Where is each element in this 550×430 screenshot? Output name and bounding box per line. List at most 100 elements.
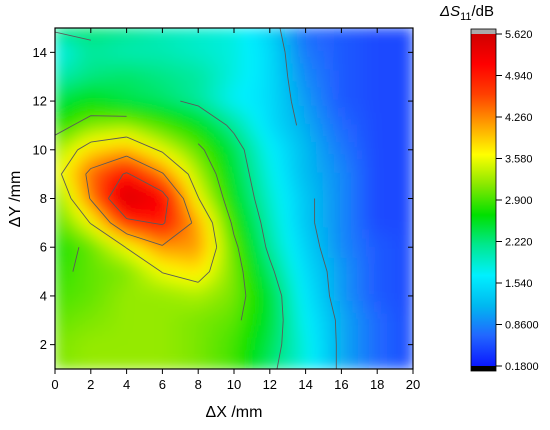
heat-cell xyxy=(149,203,158,212)
heat-cell xyxy=(89,264,98,273)
heat-cell xyxy=(370,45,379,54)
heat-cell xyxy=(388,349,397,358)
heat-cell xyxy=(370,215,379,224)
heat-cell xyxy=(334,57,343,66)
heat-cell xyxy=(83,160,92,170)
heat-cell xyxy=(316,93,325,103)
heat-cell xyxy=(137,185,146,194)
heat-cell xyxy=(244,112,253,121)
heat-cell xyxy=(197,51,206,60)
heat-cell xyxy=(227,173,235,182)
heat-cell xyxy=(394,355,403,364)
heat-cell xyxy=(286,252,295,261)
heat-cell xyxy=(388,361,397,369)
heat-cell xyxy=(310,33,319,42)
heat-cell xyxy=(268,301,277,310)
heat-cell xyxy=(250,264,259,273)
heat-cell xyxy=(227,319,235,328)
heat-cell xyxy=(298,313,307,322)
heat-cell xyxy=(292,252,301,261)
heat-cell xyxy=(59,136,68,145)
heat-cell xyxy=(346,81,355,90)
heat-cell xyxy=(83,197,92,206)
heat-cell xyxy=(250,227,259,237)
heat-cell xyxy=(209,160,218,170)
heat-cell xyxy=(346,179,355,188)
heat-cell xyxy=(394,215,403,224)
heat-cell xyxy=(406,136,413,145)
heat-cell xyxy=(131,361,140,369)
heat-cell xyxy=(274,270,283,279)
heat-cell xyxy=(382,173,391,182)
heat-cell xyxy=(250,240,259,249)
heat-cell xyxy=(71,179,80,188)
heat-cell xyxy=(203,87,212,96)
heat-cell xyxy=(83,361,92,369)
heat-cell xyxy=(77,197,86,206)
heat-cell xyxy=(209,106,218,115)
heat-cell xyxy=(221,209,230,218)
heat-cell xyxy=(167,106,176,115)
heat-cell xyxy=(370,106,379,115)
heat-cell xyxy=(191,331,200,340)
heat-cell xyxy=(406,124,413,133)
heat-cell xyxy=(137,270,146,279)
heat-cell xyxy=(316,307,325,316)
heat-cell xyxy=(65,264,74,273)
heat-cell xyxy=(155,106,164,115)
heat-cell xyxy=(262,173,271,182)
heat-cell xyxy=(238,319,247,328)
heat-cell xyxy=(286,191,295,200)
heat-cell xyxy=(155,28,164,36)
heat-cell xyxy=(304,69,313,78)
heat-cell xyxy=(59,209,68,218)
heat-cell xyxy=(137,173,146,182)
heat-cell xyxy=(209,136,218,145)
heat-cell xyxy=(400,313,409,322)
heat-cell xyxy=(203,313,212,322)
heat-cell xyxy=(376,167,385,176)
heat-cell xyxy=(125,276,134,285)
heat-cell xyxy=(107,331,116,340)
heat-cell xyxy=(298,337,307,346)
heat-cell xyxy=(328,343,337,352)
heat-cell xyxy=(400,45,409,54)
heat-cell xyxy=(280,39,289,48)
heat-cell xyxy=(400,282,409,291)
heat-cell xyxy=(388,136,397,145)
heat-cell xyxy=(143,234,152,243)
heat-cell xyxy=(233,191,241,200)
heat-cell xyxy=(388,343,397,352)
heat-cell xyxy=(280,252,289,261)
heat-cell xyxy=(328,75,337,84)
colorbar-tick-label: 4.940 xyxy=(505,71,533,83)
heat-cell xyxy=(256,28,265,36)
heat-cell xyxy=(155,361,164,369)
heat-cell xyxy=(143,264,152,273)
heat-cell xyxy=(340,124,349,133)
y-tick-label: 14 xyxy=(33,45,47,60)
heat-cell xyxy=(262,215,271,224)
heat-cell xyxy=(382,185,391,194)
heat-cell xyxy=(55,361,62,369)
heat-cell xyxy=(274,209,283,218)
heat-cell xyxy=(358,33,367,42)
heat-cell xyxy=(125,355,134,364)
heat-cell xyxy=(55,106,62,115)
heat-cell xyxy=(310,118,319,127)
heat-cell xyxy=(316,154,325,163)
heat-cell xyxy=(382,81,391,90)
heat-cell xyxy=(209,148,218,157)
heat-cell xyxy=(101,185,110,194)
heatmap-surface xyxy=(55,28,413,369)
heat-cell xyxy=(340,246,349,255)
heat-cell xyxy=(322,142,331,151)
heat-cell xyxy=(167,307,176,316)
heat-cell xyxy=(352,264,361,273)
heat-cell xyxy=(250,209,259,218)
heat-cell xyxy=(197,28,206,36)
colorbar-gradient xyxy=(470,28,497,372)
heat-cell xyxy=(406,51,413,60)
heat-cell xyxy=(137,136,146,145)
heat-cell xyxy=(400,294,409,304)
